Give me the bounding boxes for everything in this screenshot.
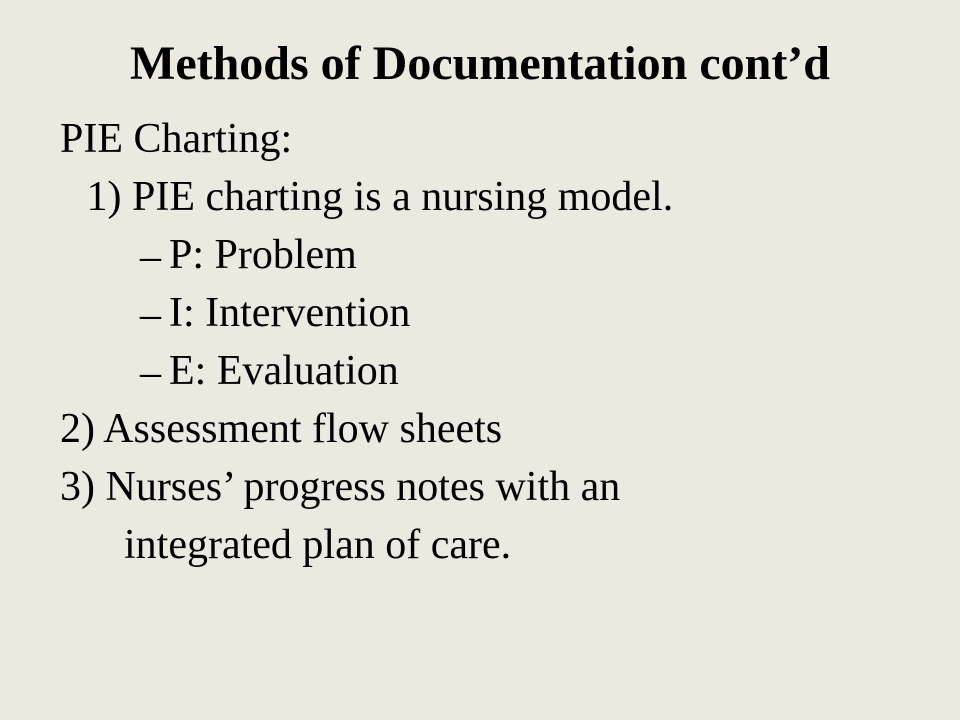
body-line-0: PIE Charting: <box>60 111 900 169</box>
body-line-7: integrated plan of care. <box>124 517 900 575</box>
body-line-4: – E: Evaluation <box>140 343 900 401</box>
body-line-5: 2) Assessment flow sheets <box>60 401 900 459</box>
dash-icon: – <box>140 233 161 281</box>
body-line-3: – I: Intervention <box>140 285 900 343</box>
body-line-1: 1) PIE charting is a nursing model. <box>76 169 900 227</box>
dash-icon: – <box>140 291 161 339</box>
slide-title: Methods of Documentation cont’d <box>60 36 900 91</box>
dash-icon: – <box>140 349 161 397</box>
slide: Methods of Documentation cont’d PIE Char… <box>0 0 960 720</box>
body-line-6: 3) Nurses’ progress notes with an <box>60 459 900 517</box>
body-line-2: – P: Problem <box>140 227 900 285</box>
